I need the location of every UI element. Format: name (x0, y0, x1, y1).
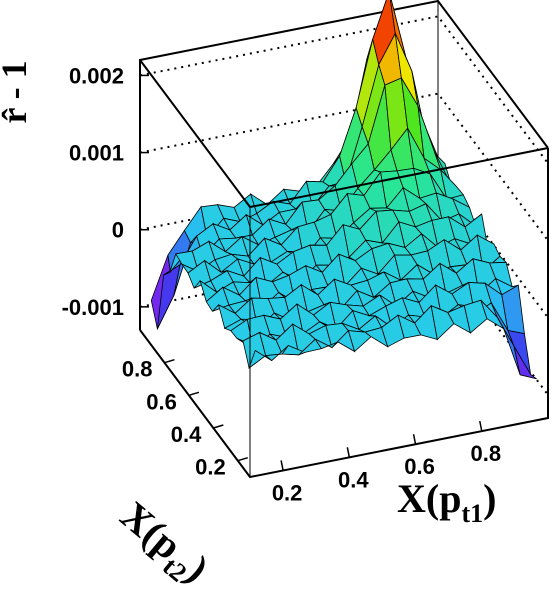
x-tick-mark (412, 434, 417, 445)
back-box-edges (139, 0, 549, 330)
floor-front-edges (139, 148, 549, 479)
x-tick-mark (346, 447, 351, 458)
z-axis: -0.001 0 0.001 0.002 (62, 63, 149, 320)
x-tick-label: 0.6 (404, 454, 435, 479)
y-axis: 0.2 0.4 0.6 0.8 (122, 357, 248, 480)
x-tick-label: 0.4 (338, 467, 369, 492)
surface-cell (513, 345, 537, 380)
x-tick-label: 0.2 (272, 480, 303, 505)
y-tick-mark (213, 424, 224, 429)
x-tick-mark (479, 420, 483, 432)
z-tick-label: -0.001 (62, 295, 124, 320)
plot-front-box (139, 59, 549, 479)
z-axis-title: r̂ - 1 (0, 60, 34, 123)
y-tick-mark (237, 456, 248, 462)
z-tick-label: 0.001 (69, 141, 124, 166)
x-tick-mark (280, 460, 284, 471)
y-tick-label: 0.4 (171, 422, 202, 447)
x-axis: 0.2 0.4 0.6 0.8 (272, 420, 501, 505)
y-tick-label: 0.8 (122, 357, 153, 382)
z-tick-label: 0.002 (69, 63, 124, 88)
z-tick-label: 0 (112, 218, 124, 243)
x-tick-label: 0.8 (470, 441, 501, 466)
x-axis-title: X(pt1) (397, 476, 496, 528)
y-tick-label: 0.6 (146, 389, 177, 414)
y-tick-mark (188, 391, 200, 397)
surface-mesh (150, 0, 537, 380)
y-tick-mark (164, 358, 175, 364)
y-tick-label: 0.2 (195, 455, 226, 480)
y-axis-title: X(pt2) (108, 492, 218, 596)
